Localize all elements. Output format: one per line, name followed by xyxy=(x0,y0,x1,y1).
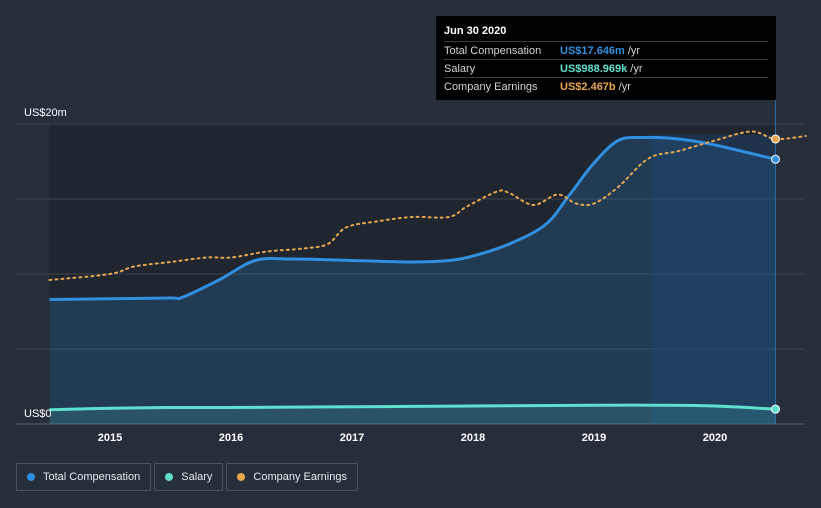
salary-marker xyxy=(771,404,780,414)
total-compensation-marker xyxy=(771,154,780,164)
x-tick-label: 2019 xyxy=(582,432,606,444)
legend-label: Total Compensation xyxy=(43,471,141,483)
legend-label: Company Earnings xyxy=(253,471,347,483)
y-tick-label: US$20m xyxy=(24,107,67,119)
tooltip-row-company-earnings: Company Earnings US$2.467b /yr xyxy=(444,77,768,95)
legend-item-salary[interactable]: Salary xyxy=(154,463,224,491)
tooltip: Jun 30 2020 Total Compensation US$17.646… xyxy=(436,16,776,100)
tooltip-date: Jun 30 2020 xyxy=(444,25,507,37)
y-tick-label: US$0 xyxy=(24,408,52,420)
legend-dot-icon xyxy=(27,473,35,481)
tooltip-row-value: US$17.646m xyxy=(560,44,625,57)
tooltip-row-total-compensation: Total Compensation US$17.646m /yr xyxy=(444,41,768,59)
area-layer xyxy=(49,134,776,424)
total-compensation-area xyxy=(49,137,776,424)
x-tick-label: 2018 xyxy=(461,432,485,444)
legend: Total Compensation Salary Company Earnin… xyxy=(16,463,358,491)
total-compensation-line xyxy=(49,135,776,301)
grid-layer xyxy=(16,123,805,425)
x-tick-label: 2016 xyxy=(219,432,243,444)
tooltip-row-label: Salary xyxy=(444,62,476,75)
legend-dot-icon xyxy=(165,473,174,481)
tooltip-row-label: Company Earnings xyxy=(444,80,538,93)
line-layer xyxy=(48,16,807,424)
tooltip-row-value: US$988.969k xyxy=(560,62,628,75)
salary-line xyxy=(49,403,776,412)
legend-item-company-earnings[interactable]: Company Earnings xyxy=(226,463,358,491)
legend-label: Salary xyxy=(181,471,213,483)
legend-dot-icon xyxy=(237,473,246,481)
tooltip-row-unit: /yr xyxy=(618,80,631,93)
legend-item-total-compensation[interactable]: Total Compensation xyxy=(16,463,152,491)
x-tick-label: 2017 xyxy=(340,432,364,444)
company-earnings-marker xyxy=(771,134,780,144)
tooltip-row-label: Total Compensation xyxy=(444,44,542,57)
tooltip-row-unit: /yr xyxy=(627,44,641,57)
tooltip-row-unit: /yr xyxy=(630,62,643,75)
salary-area xyxy=(49,405,776,424)
company-earnings-line xyxy=(48,130,807,281)
x-tick-label: 2020 xyxy=(703,432,727,444)
axis-layer: US$0 US$20m 2015 2016 2017 2018 2019 2020 xyxy=(24,107,727,444)
tooltip-row-value: US$2.467b xyxy=(560,80,616,93)
x-tick-label: 2015 xyxy=(98,432,122,444)
recent-period-band xyxy=(650,134,776,424)
tooltip-row-salary: Salary US$988.969k /yr xyxy=(444,59,768,77)
